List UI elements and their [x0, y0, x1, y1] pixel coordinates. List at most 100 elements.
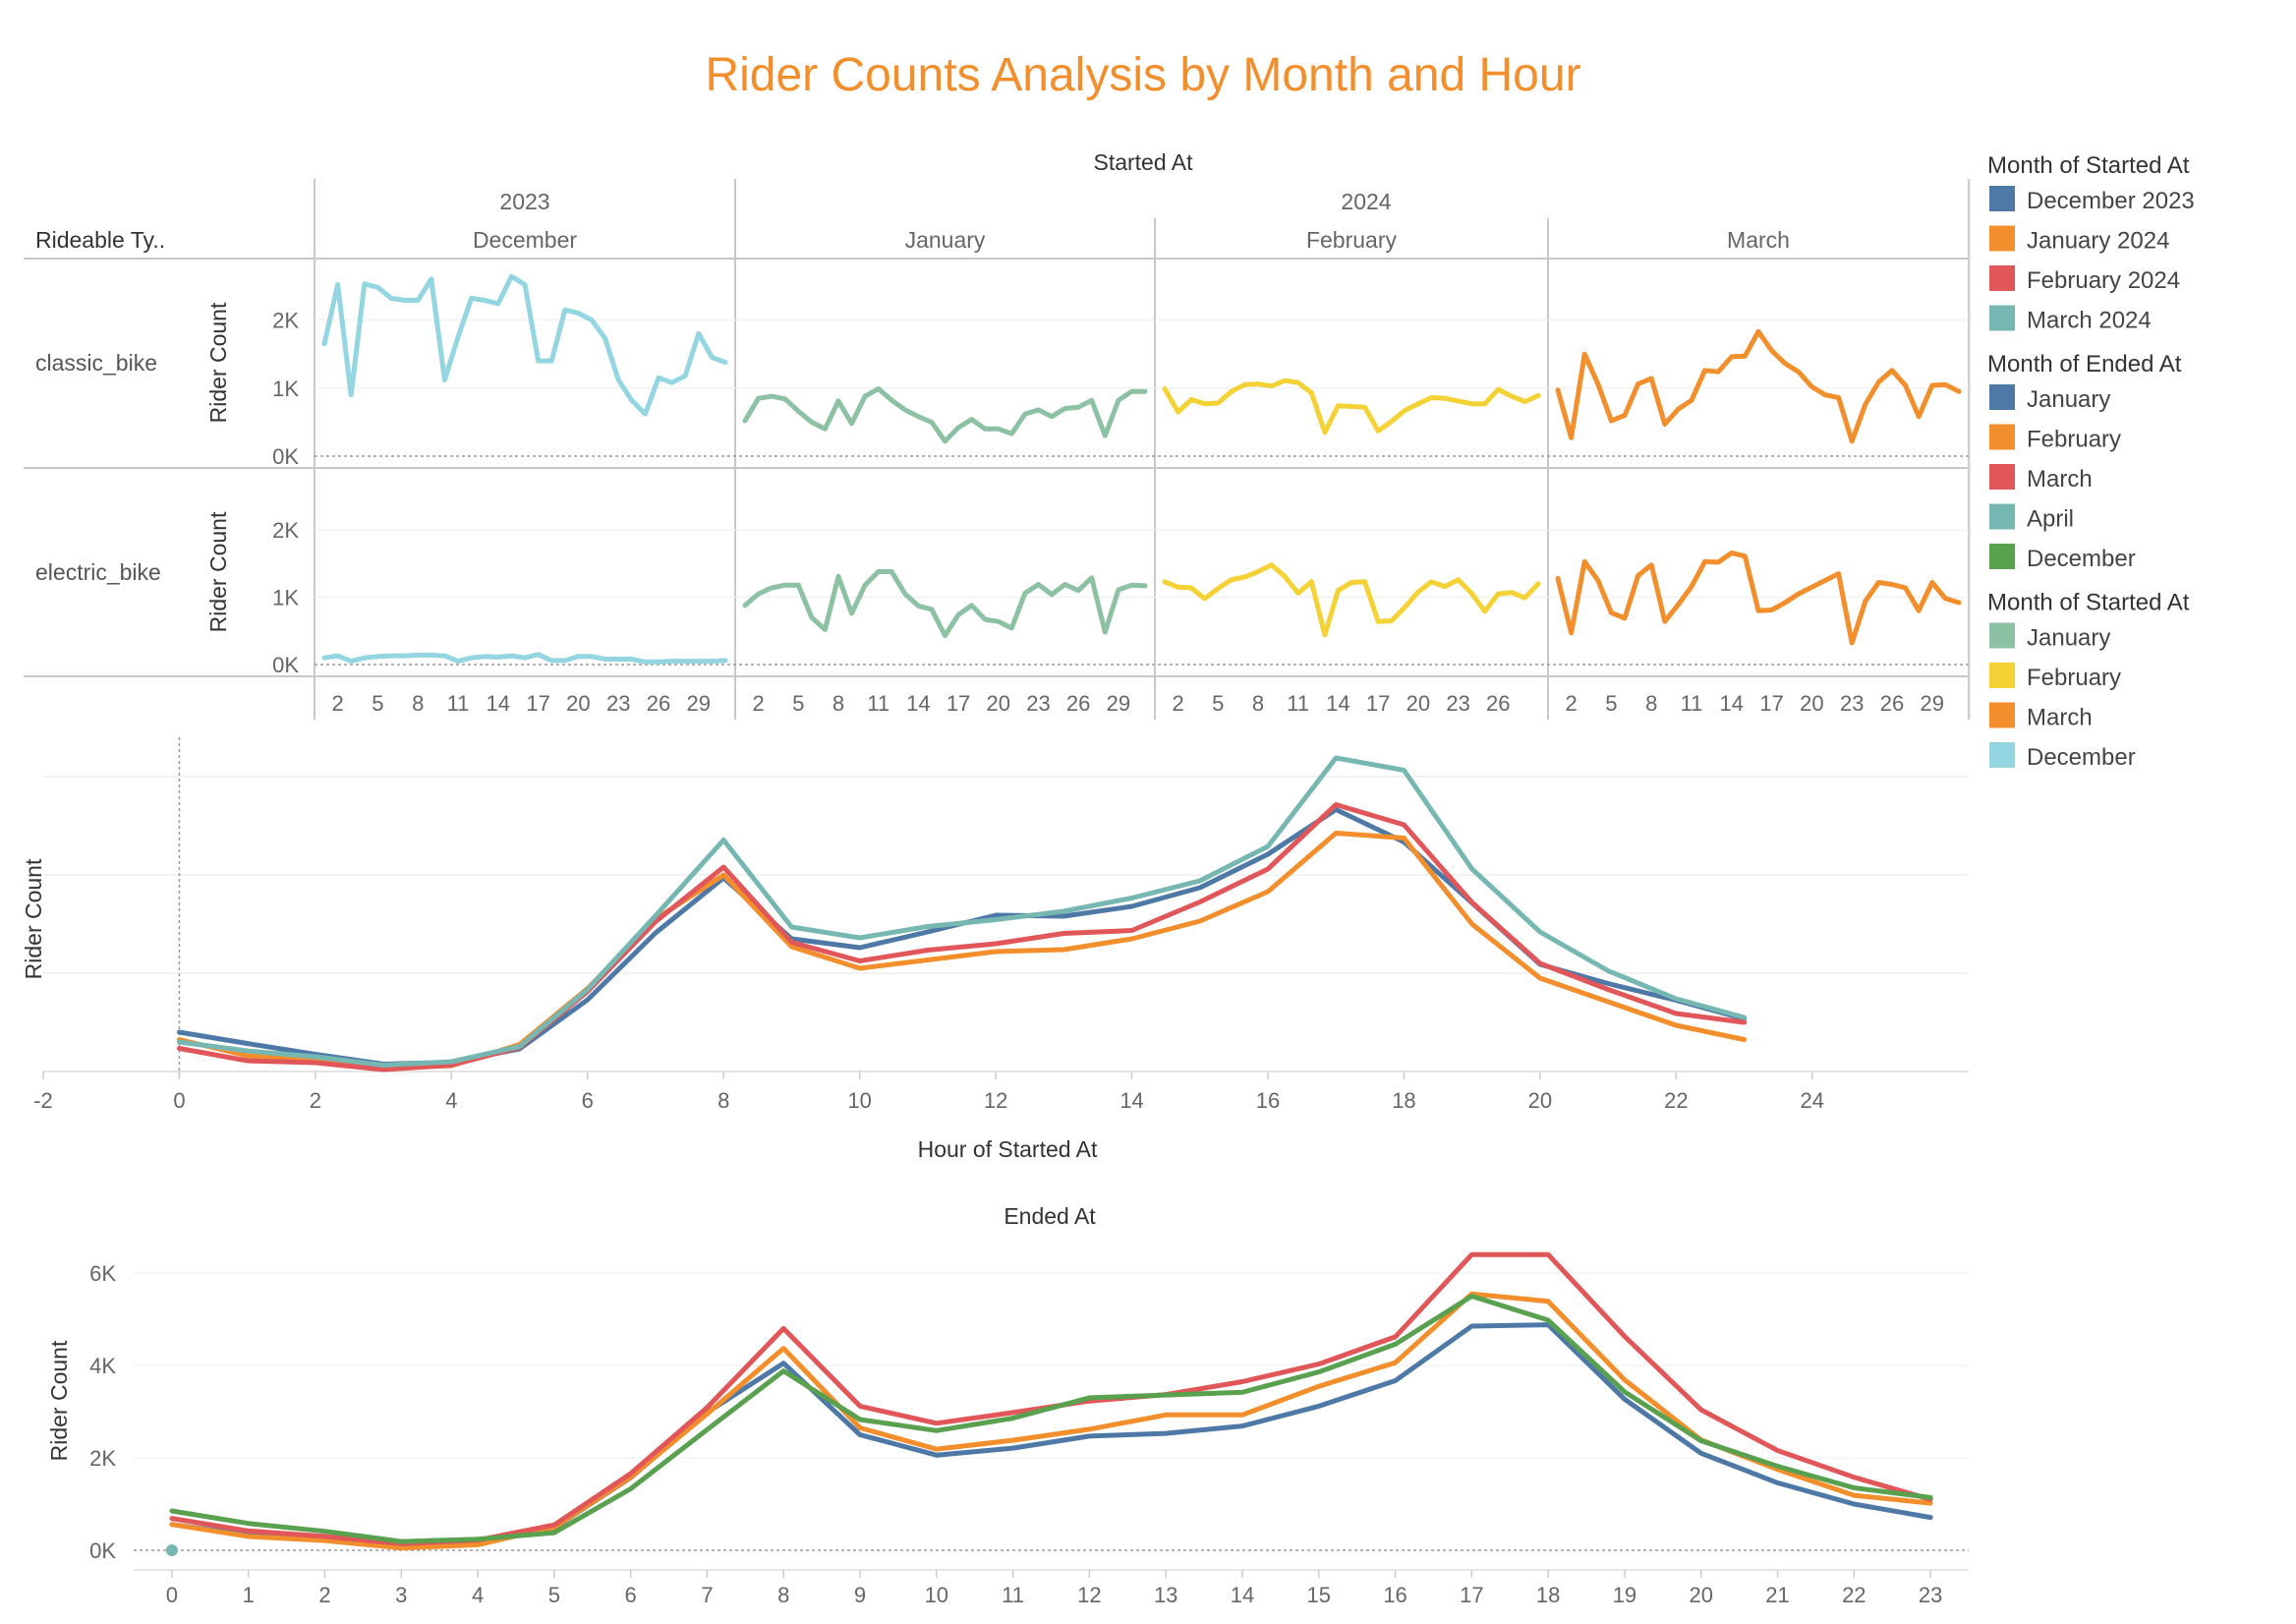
x-tick-label: 12 [1077, 1583, 1101, 1607]
x-tick-label: 12 [984, 1088, 1007, 1113]
x-tick-label: 11 [447, 691, 470, 716]
legend-title: Month of Started At [1987, 152, 2190, 179]
x-tick-label: 20 [1406, 691, 1430, 716]
started-at-title: Started At [1093, 149, 1193, 175]
x-tick-label: 26 [647, 691, 670, 716]
x-tick-label: 13 [1154, 1583, 1177, 1607]
series-line-december [169, 1294, 1933, 1544]
y-axis-label: Rider Count [205, 302, 231, 423]
x-tick-label: 9 [854, 1583, 866, 1607]
x-tick-label: 2 [331, 691, 343, 716]
series-line-electric_bike-march [1555, 550, 1962, 646]
x-tick-label: 8 [1645, 691, 1657, 716]
legend-swatch [1989, 265, 2015, 291]
series-line-classic_bike-march [1555, 328, 1962, 444]
y-tick-label: 2K [272, 309, 299, 333]
series-line-classic_bike-february [1162, 377, 1541, 435]
x-tick-label: 14 [1231, 1583, 1254, 1607]
x-tick-label: 18 [1536, 1583, 1560, 1607]
x-tick-label: 8 [777, 1583, 789, 1607]
legend-swatch [1989, 702, 2015, 728]
x-tick-label: 0 [166, 1583, 178, 1607]
legend-item-label: February 2024 [2027, 267, 2180, 294]
legend-item-label: April [2027, 506, 2074, 533]
x-tick-label: 23 [1026, 691, 1050, 716]
legend-swatch [1989, 424, 2015, 450]
legend-item-label: January 2024 [2027, 228, 2169, 255]
legend-item-label: January [2027, 625, 2110, 652]
legend-item-label: January [2027, 386, 2110, 413]
x-tick-label: 5 [1212, 691, 1224, 716]
series-line-electric_bike-february [1162, 562, 1541, 638]
x-tick-label: 26 [1486, 691, 1510, 716]
x-tick-label: 15 [1307, 1583, 1331, 1607]
x-tick-label: 14 [1326, 691, 1349, 716]
y-tick-label: 1K [272, 377, 299, 401]
y-axis-label: Rider Count [21, 858, 46, 979]
legend-swatch [1989, 225, 2015, 252]
y-tick-label: 0K [272, 653, 299, 677]
x-tick-label: 1 [243, 1583, 255, 1607]
series-line-march-2024 [176, 755, 1748, 1068]
legend-swatch [1989, 305, 2015, 331]
legend-swatch [1989, 384, 2015, 410]
legend-title: Month of Ended At [1987, 351, 2182, 377]
x-tick-label: 2 [310, 1088, 321, 1113]
x-tick-label: 29 [1921, 691, 1944, 716]
month-label: March [1727, 227, 1790, 253]
x-tick-label: 26 [1880, 691, 1904, 716]
x-tick-label: -2 [33, 1088, 53, 1113]
x-tick-label: 21 [1765, 1583, 1789, 1607]
x-tick-label: 6 [582, 1088, 594, 1113]
legend-panel: Month of Started At December 2023 January … [1969, 152, 2195, 771]
y-tick-label: 0K [89, 1538, 116, 1563]
x-tick-label: 3 [395, 1583, 407, 1607]
x-tick-label: 8 [412, 691, 424, 716]
x-tick-label: 18 [1392, 1088, 1415, 1113]
x-tick-label: 23 [1446, 691, 1469, 716]
x-tick-label: 11 [1002, 1583, 1024, 1607]
year-label: 2023 [499, 189, 549, 214]
x-tick-label: 22 [1664, 1088, 1688, 1113]
series-line-electric_bike-january [742, 569, 1148, 639]
legend-item-label: March [2027, 466, 2093, 493]
ended-at-title: Ended At [1004, 1203, 1096, 1229]
x-tick-label: 4 [445, 1088, 457, 1113]
dashboard-title: Rider Counts Analysis by Month and Hour [705, 49, 1580, 101]
legend-item-label: February [2027, 665, 2121, 691]
x-tick-label: 17 [947, 691, 970, 716]
x-tick-label: 17 [1759, 691, 1783, 716]
legend-title: Month of Started At [1987, 590, 2190, 616]
y-tick-label: 0K [272, 444, 299, 469]
x-tick-label: 22 [1842, 1583, 1866, 1607]
x-tick-label: 14 [906, 691, 930, 716]
legend-swatch [1989, 186, 2015, 211]
month-label: December [473, 227, 577, 253]
x-tick-label: 20 [566, 691, 590, 716]
x-tick-label: 11 [1681, 691, 1703, 716]
x-tick-label: 23 [1919, 1583, 1942, 1607]
x-tick-label: 23 [606, 691, 630, 716]
x-tick-label: 2 [318, 1583, 330, 1607]
series-line-february-2024 [176, 802, 1748, 1073]
legend-item-label: December [2027, 546, 2136, 572]
x-tick-label: 8 [1252, 691, 1264, 716]
legend-swatch [1989, 742, 2015, 768]
x-tick-label: 5 [372, 691, 383, 716]
x-tick-label: 20 [1528, 1088, 1552, 1113]
x-tick-label: 8 [832, 691, 844, 716]
x-tick-label: 29 [687, 691, 711, 716]
month-label: February [1306, 227, 1398, 253]
x-tick-label: 5 [792, 691, 804, 716]
x-tick-label: 16 [1383, 1583, 1406, 1607]
x-tick-label: 17 [526, 691, 549, 716]
series-line-february [169, 1291, 1933, 1551]
series-line-march [169, 1251, 1933, 1546]
x-tick-label: 19 [1613, 1583, 1636, 1607]
x-axis-label: Hour of Started At [918, 1136, 1098, 1162]
legend-item-label: December [2027, 744, 2136, 771]
series-point-april [165, 1544, 178, 1556]
